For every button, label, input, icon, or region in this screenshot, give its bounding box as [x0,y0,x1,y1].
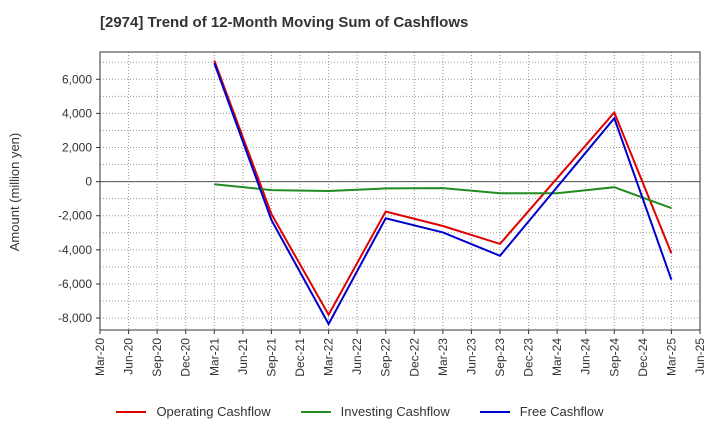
series-lines [213,60,673,327]
y-tick-label: -6,000 [58,277,92,291]
series-line-investing-cashflow [214,183,672,210]
x-tick-label: Mar-24 [550,338,564,376]
y-tick-label: 6,000 [62,72,92,86]
x-tick-label: Sep-21 [264,338,278,377]
x-tick-label: Mar-21 [207,338,221,376]
series-line-operating-cashflow [213,60,673,317]
y-tick-label: 4,000 [62,106,92,120]
legend-label-free: Free Cashflow [519,404,604,419]
legend-item-free: Free Cashflow [479,404,604,419]
y-tick-label: 2,000 [62,141,92,155]
x-tick-label: Jun-21 [236,338,250,375]
legend-swatch-free [479,410,510,413]
x-tick-label: Dec-20 [179,338,193,377]
y-tick-label: -2,000 [58,209,92,223]
x-tick-label: Mar-20 [93,338,107,376]
x-tick-label: Mar-22 [322,338,336,376]
series-line-free-cashflow [213,62,673,327]
legend-label-investing: Investing Cashflow [340,404,450,419]
legend-item-operating: Operating Cashflow [116,404,271,419]
x-tick-label: Mar-25 [664,338,678,376]
legend-item-investing: Investing Cashflow [300,404,450,419]
legend: Operating Cashflow Investing Cashflow Fr… [0,404,720,419]
y-tick-label: 0 [85,175,92,189]
y-axis-title: Amount (million yen) [7,133,22,252]
x-tick-label: Sep-22 [379,338,393,377]
legend-label-operating: Operating Cashflow [156,404,271,419]
x-tick-label: Sep-20 [150,338,164,377]
y-tick-label: -4,000 [58,243,92,257]
x-tick-label: Mar-23 [436,338,450,376]
axes [96,51,701,334]
x-tick-label: Jun-25 [693,338,707,375]
x-tick-label: Jun-23 [464,338,478,375]
plot-frame [99,51,701,331]
legend-swatch-investing [300,410,331,413]
grid [99,52,701,330]
x-tick-label: Dec-22 [407,338,421,377]
x-tick-label: Jun-22 [350,338,364,375]
x-tick-label: Jun-20 [122,338,136,375]
x-tick-label: Jun-24 [579,338,593,375]
tick-labels: -8,000 -6,000 -4,000 -2,000 0 2,000 4,000 6,000… [58,72,707,376]
x-tick-label: Sep-24 [607,338,621,377]
x-tick-label: Dec-23 [522,338,536,377]
legend-swatch-operating [116,410,147,413]
x-tick-label: Sep-23 [493,338,507,377]
x-tick-label: Dec-21 [293,338,307,377]
x-tick-label: Dec-24 [636,338,650,377]
chart-title: [2974] Trend of 12-Month Moving Sum of C… [100,14,469,31]
y-tick-label: -8,000 [58,311,92,325]
